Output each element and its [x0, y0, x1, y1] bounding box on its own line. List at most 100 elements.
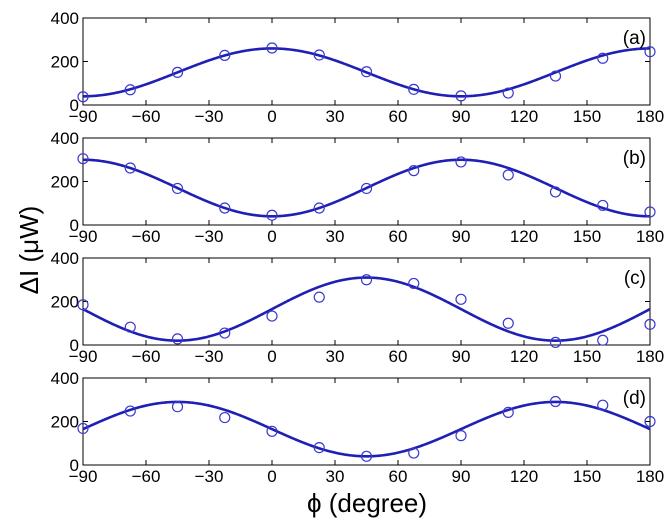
data-point — [597, 199, 609, 212]
plot-frame — [82, 257, 651, 346]
x-tick-label: 0 — [267, 347, 276, 366]
plot-frame — [82, 377, 651, 466]
data-point — [455, 156, 467, 168]
data-point — [313, 291, 325, 303]
panel-b: −90 −60 −30 0 30 60 90 120 150 180 0 200 400 (b) — [51, 129, 665, 246]
data-point — [124, 321, 136, 333]
data-point — [77, 299, 89, 311]
data-point — [644, 46, 656, 58]
x-tick-label: −90 — [69, 347, 98, 366]
fit-curve — [83, 47, 650, 98]
x-tick-label: 120 — [510, 107, 538, 126]
data-point — [597, 334, 609, 346]
panel-c: −90 −60 −30 0 30 60 90 120 150 180 0 200 400 (c) — [51, 249, 665, 366]
data-point — [171, 66, 184, 78]
x-tick-label: 0 — [267, 467, 276, 486]
y-tick-label: 400 — [51, 129, 79, 148]
panel-label: (a) — [623, 28, 646, 49]
data-point — [455, 90, 467, 102]
data-point — [124, 405, 136, 417]
x-tick-label: 0 — [267, 107, 276, 126]
plot-frame — [82, 137, 651, 226]
y-tick-label: 0 — [70, 456, 79, 475]
x-tick-label: 90 — [452, 227, 471, 246]
x-axis-label: ϕ (degree) — [307, 488, 427, 518]
data-point — [313, 202, 325, 214]
y-tick-label: 400 — [51, 369, 79, 388]
data-point — [219, 411, 231, 424]
data-point — [124, 84, 136, 96]
y-tick-label: 200 — [51, 293, 79, 312]
x-tick-label: 150 — [573, 347, 601, 366]
data-point — [266, 42, 278, 54]
fit-curve — [82, 276, 651, 342]
data-point — [644, 318, 656, 330]
x-tick-label: 30 — [326, 107, 345, 126]
data-point — [502, 87, 514, 99]
x-tick-label: −30 — [195, 107, 224, 126]
y-tick-label: 200 — [51, 173, 79, 192]
data-point — [644, 206, 656, 218]
x-tick-label: 150 — [573, 227, 601, 246]
data-point — [502, 406, 514, 418]
x-tick-label: 180 — [636, 227, 664, 246]
x-tick-label: 30 — [326, 347, 345, 366]
data-point — [171, 182, 184, 195]
y-tick-label: 200 — [51, 53, 79, 72]
panel-d: −90 −60 −30 0 30 60 90 120 150 180 0 200 400 (d) — [51, 369, 665, 486]
data-point — [644, 415, 656, 428]
data-point — [171, 333, 184, 345]
data-point — [77, 91, 89, 103]
x-tick-label: 60 — [389, 347, 408, 366]
fit-curve — [82, 400, 651, 458]
y-tick-label: 200 — [51, 413, 79, 432]
data-point — [360, 274, 373, 286]
x-tick-label: 180 — [636, 347, 664, 366]
data-point — [219, 49, 231, 62]
data-point — [124, 162, 136, 174]
x-tick-label: −90 — [69, 107, 98, 126]
data-point — [597, 52, 609, 64]
x-tick-label: −30 — [195, 227, 224, 246]
data-point — [455, 430, 467, 442]
data-point — [549, 186, 562, 198]
y-tick-label: 400 — [51, 249, 79, 268]
panel-a: −90 −60 −30 0 30 60 90 120 150 180 0 200 400 (a) — [51, 9, 665, 126]
data-point — [219, 327, 231, 339]
x-tick-label: 180 — [636, 467, 664, 486]
x-tick-label: 60 — [389, 467, 408, 486]
data-point — [77, 153, 89, 165]
data-point — [597, 399, 609, 411]
data-point — [360, 66, 373, 78]
y-tick-label: 0 — [70, 336, 79, 355]
panels: −90 −60 −30 0 30 60 90 120 150 180 0 200 400 (a) −90 −6… — [51, 9, 665, 486]
data-point — [455, 293, 467, 305]
x-tick-label: 90 — [452, 107, 471, 126]
x-tick-label: 120 — [510, 227, 538, 246]
data-point — [549, 70, 562, 82]
fit-curve — [83, 158, 650, 218]
x-tick-label: −90 — [69, 467, 98, 486]
data-point — [408, 165, 420, 177]
data-point — [502, 317, 514, 329]
x-tick-label: −60 — [132, 347, 161, 366]
x-tick-label: −60 — [132, 227, 161, 246]
x-tick-label: 120 — [510, 467, 538, 486]
panel-label: (d) — [623, 388, 646, 409]
data-point — [266, 310, 278, 322]
data-point — [408, 447, 420, 459]
y-tick-label: 400 — [51, 9, 79, 28]
x-tick-label: 60 — [389, 107, 408, 126]
x-tick-label: 0 — [267, 227, 276, 246]
data-point — [408, 277, 420, 290]
x-tick-label: 120 — [510, 347, 538, 366]
panel-label: (c) — [624, 268, 646, 289]
data-point — [219, 202, 231, 214]
plot-frame — [82, 17, 651, 106]
data-point — [549, 395, 562, 408]
data-point — [360, 182, 373, 195]
data-point — [266, 209, 278, 221]
data-point — [408, 83, 420, 95]
x-tick-label: 150 — [573, 467, 601, 486]
data-point — [313, 49, 325, 61]
